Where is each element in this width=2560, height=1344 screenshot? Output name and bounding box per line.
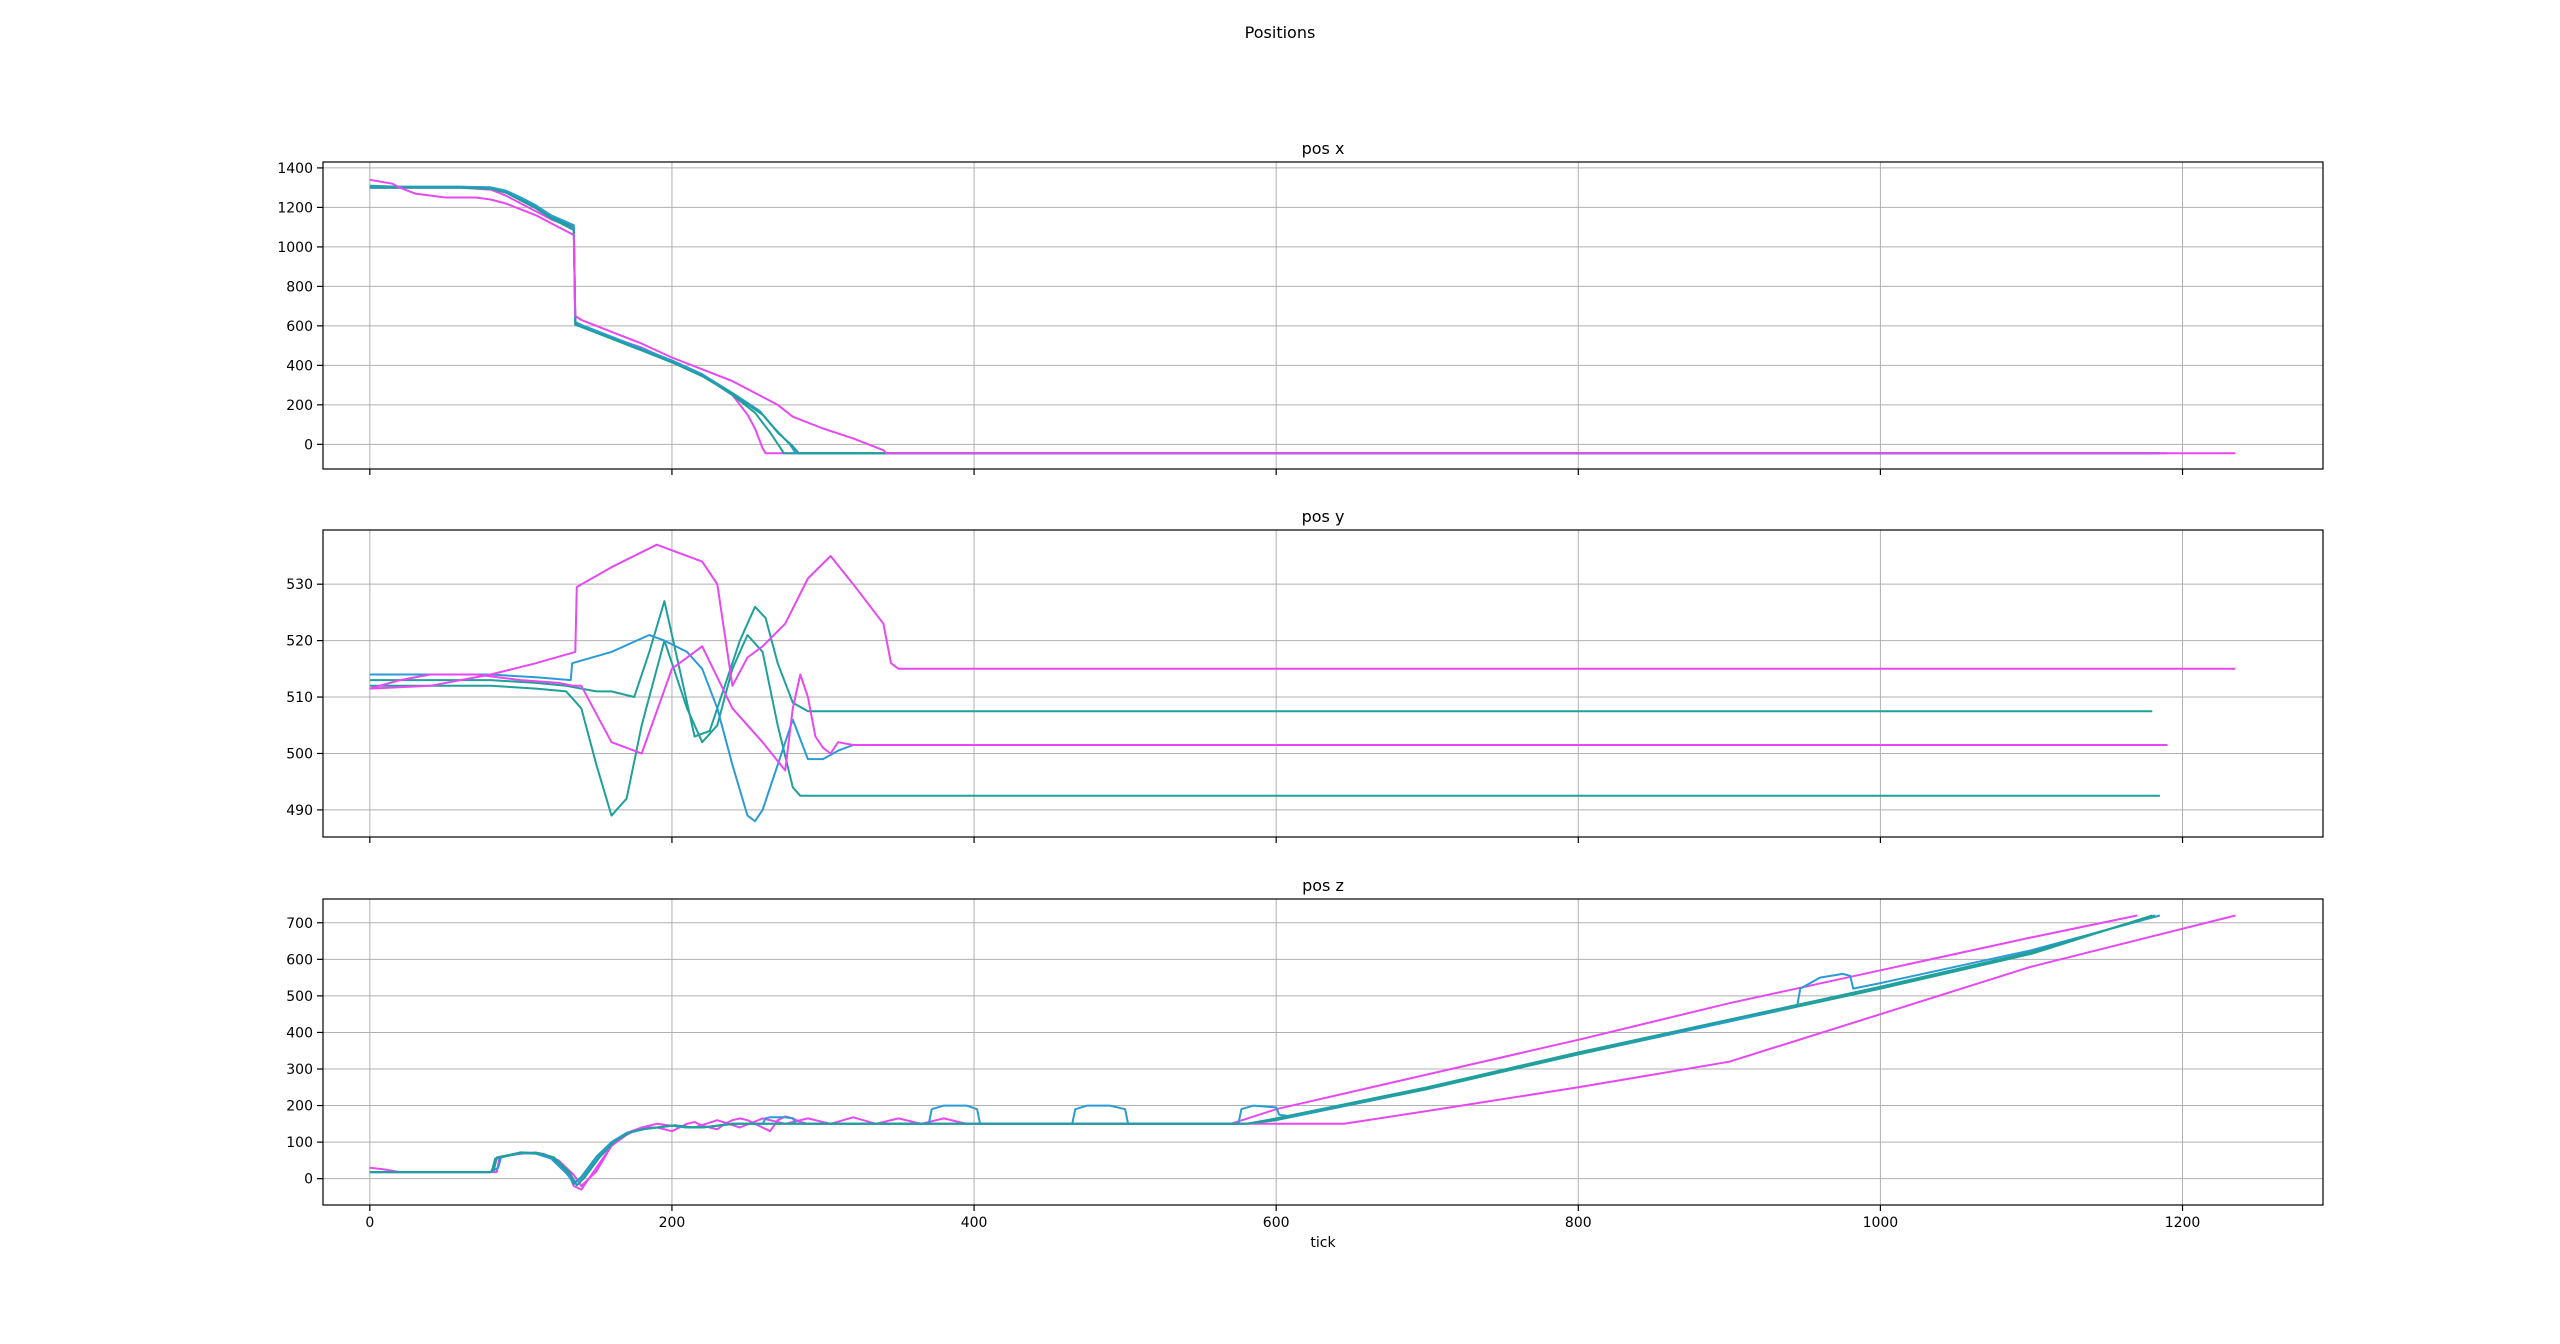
series-line-3 (369, 186, 2153, 455)
y-tick-label: 600 (286, 952, 313, 968)
y-tick-label: 400 (286, 1025, 313, 1041)
x-axis-label: tick (1310, 1235, 1336, 1251)
subplot-title: pos x (1302, 139, 1345, 158)
series-line-4 (369, 543, 2236, 690)
x-tick-label: 1200 (2165, 1215, 2201, 1231)
x-tick-label: 0 (365, 1215, 374, 1231)
y-tick-label: 0 (304, 437, 313, 453)
y-tick-label: 530 (286, 577, 313, 593)
y-tick-label: 100 (286, 1135, 313, 1151)
x-tick-label: 200 (659, 1215, 686, 1231)
series-line-4 (369, 178, 2236, 455)
x-tick-label: 600 (1263, 1215, 1290, 1231)
y-tick-label: 300 (286, 1062, 313, 1078)
y-tick-label: 1400 (277, 161, 313, 177)
series-line-3 (369, 645, 2168, 772)
y-tick-label: 490 (286, 803, 313, 819)
y-tick-label: 520 (286, 634, 313, 650)
series-group (369, 178, 2236, 455)
subplot-0: 0 200 400 600 800 1000 1200 1400 pos x (277, 139, 2324, 475)
series-group (369, 543, 2236, 823)
y-tick-label: 200 (286, 1099, 313, 1115)
series-line-2 (369, 185, 2160, 455)
y-tick-label: 0 (304, 1172, 313, 1188)
y-tick-label: 500 (286, 746, 313, 762)
axes-frame (322, 898, 2324, 1206)
subplot-title: pos z (1302, 876, 1344, 895)
y-tick-label: 200 (286, 398, 313, 414)
y-tick-label: 800 (286, 279, 313, 295)
subplot-1: 490 500 510 520 530 pos y (286, 507, 2324, 843)
y-tick-label: 400 (286, 358, 313, 374)
y-tick-label: 700 (286, 916, 313, 932)
figure-title: Positions (1245, 23, 1316, 42)
y-tick-label: 500 (286, 989, 313, 1005)
axes-frame (322, 529, 2324, 838)
subplot-2: 0 200 400 600 800 1000 1200 0 100 200 300 400 500 600… (286, 876, 2324, 1251)
y-tick-label: 600 (286, 319, 313, 335)
series-line-2 (369, 634, 2168, 823)
y-tick-label: 1000 (277, 240, 313, 256)
x-tick-label: 1000 (1863, 1215, 1899, 1231)
axes-frame (322, 161, 2324, 470)
y-tick-label: 510 (286, 690, 313, 706)
series-line-4 (369, 914, 2156, 1187)
x-tick-label: 400 (961, 1215, 988, 1231)
x-tick-label: 800 (1565, 1215, 1592, 1231)
y-tick-label: 1200 (277, 200, 313, 216)
subplot-title: pos y (1302, 507, 1345, 526)
series-line-0 (369, 634, 2160, 817)
series-group (369, 914, 2236, 1191)
series-line-1 (369, 600, 2153, 738)
